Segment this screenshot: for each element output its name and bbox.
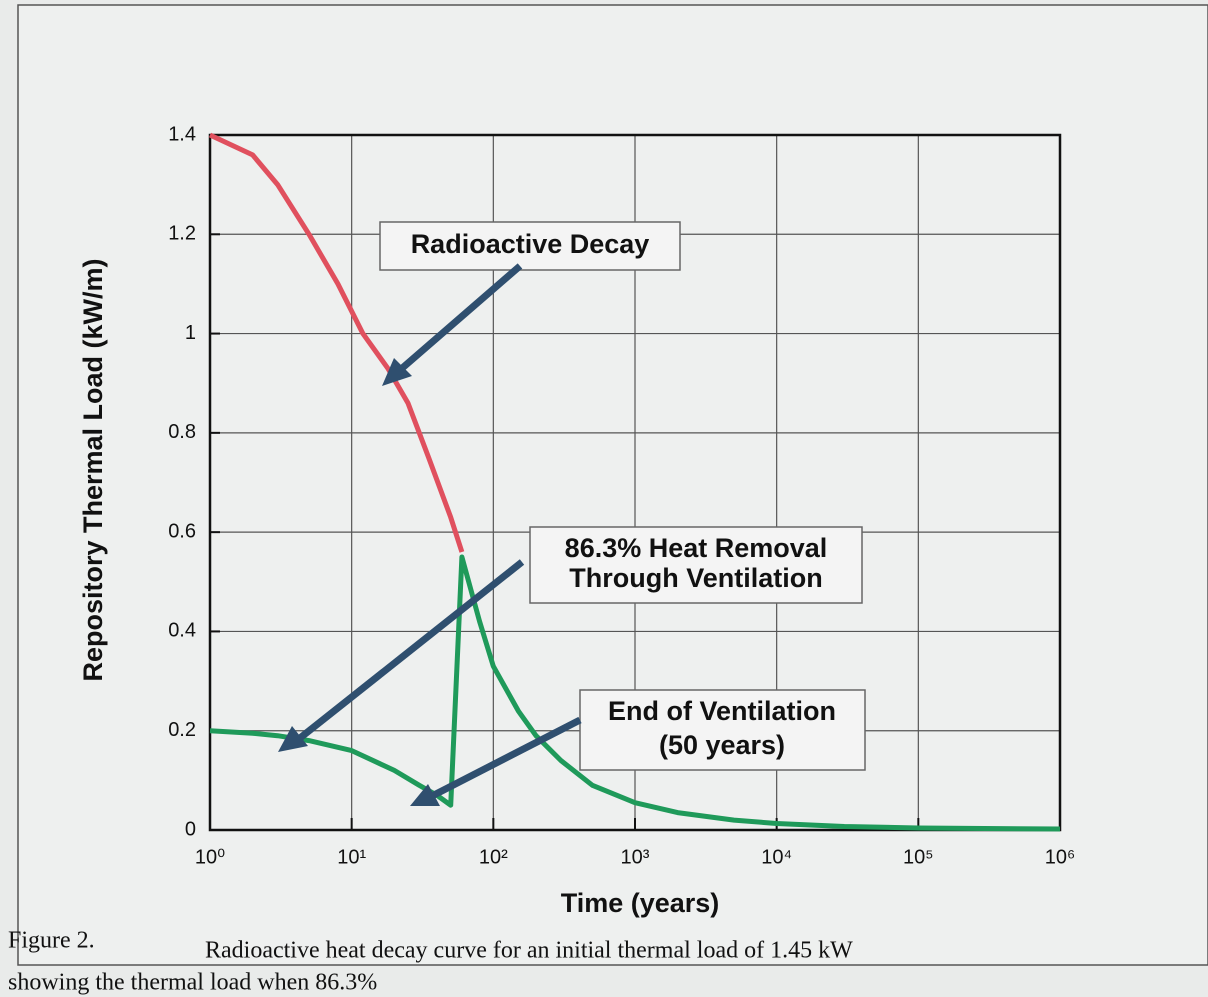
lines	[208, 132, 1061, 832]
caption-label: Figure 2.	[8, 928, 95, 954]
annotation-box	[579, 689, 866, 771]
annotation-box	[529, 526, 863, 604]
y-tick-label: 0.2	[168, 719, 196, 741]
series-line	[208, 132, 465, 553]
annotation: Through Ventilation	[569, 563, 822, 593]
x-tick-label: 10²	[479, 846, 508, 868]
y-tick-label: 1.2	[168, 223, 196, 245]
y-tick-label: 0	[185, 818, 196, 840]
arrow	[430, 716, 582, 800]
plot-frame	[208, 133, 1062, 832]
arrow-head	[410, 784, 440, 806]
caption: showing the thermal load when 86.3%	[8, 970, 377, 996]
x-tick-label: 10⁴	[761, 846, 792, 868]
annotation: End of Ventilation	[608, 696, 836, 726]
y-tick-label: 0.4	[168, 620, 196, 642]
y-tick-label: 1.4	[168, 123, 196, 145]
x-axis-label: Time (years)	[561, 888, 720, 918]
arrow	[397, 263, 523, 373]
figure-frame	[17, 4, 1208, 966]
annotations	[278, 221, 866, 806]
x-tick-label: 10¹	[337, 846, 366, 868]
x-tick-label: 10³	[621, 846, 650, 868]
arrow-head	[382, 358, 412, 386]
x-tick-label: 10⁶	[1045, 846, 1075, 868]
annotation: 86.3% Heat Removal	[565, 533, 828, 563]
series-line	[209, 554, 1061, 832]
y-tick-label: 0.6	[168, 520, 196, 542]
x-tick-label: 10⁰	[195, 846, 225, 868]
y-tick-label: 0.8	[168, 421, 196, 443]
arrow	[297, 559, 525, 741]
y-axis-label: Repository Thermal Load (kW/m)	[78, 258, 108, 681]
annotation-box	[379, 221, 681, 271]
annotation: Radioactive Decay	[411, 229, 650, 259]
x-tick-label: 10⁵	[903, 846, 934, 868]
caption: Radioactive heat decay curve for an init…	[205, 938, 853, 964]
annotation: (50 years)	[659, 730, 785, 760]
y-tick-label: 1	[185, 322, 196, 344]
arrow-head	[278, 726, 308, 752]
